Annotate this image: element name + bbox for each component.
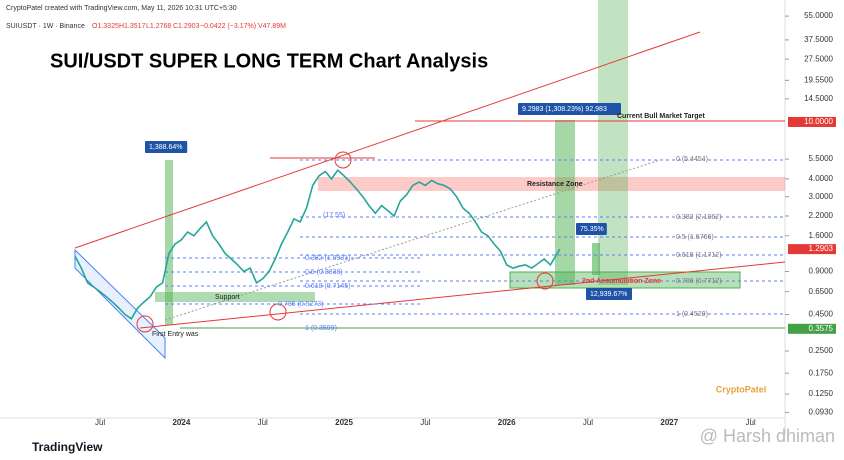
annotation-box (586, 288, 632, 300)
price-tag (788, 116, 836, 127)
price-tag (788, 323, 836, 334)
y-tick-label: 27.5000 (804, 54, 833, 63)
channel-line (139, 261, 786, 329)
y-tick-label: 5.5000 (809, 154, 834, 163)
y-tick-label: 4.0000 (809, 174, 834, 183)
down-channel (74, 248, 166, 360)
x-tick-label: Jul (258, 418, 268, 427)
gain-box (592, 243, 600, 275)
annotation: 0.618 (0.7145) (305, 283, 351, 290)
x-tick-label: Jul (745, 418, 755, 427)
y-tick-label: 0.1250 (809, 389, 834, 398)
annotation: (17.55) (323, 212, 345, 219)
x-tick-label: 2025 (335, 418, 353, 427)
annotation: Current Bull Market Target (617, 113, 705, 120)
annotation: 0.5 (1.5766) (676, 234, 714, 241)
annotation-box (576, 223, 607, 235)
annotation: 12,939.67% (590, 291, 627, 298)
x-tick-label: 2026 (498, 418, 516, 427)
marker (269, 303, 287, 321)
x-tick-label: Jul (95, 418, 105, 427)
x-tick-label: 2024 (172, 418, 190, 427)
ohlc: −0.0422 (−3.17%) (200, 23, 256, 30)
price-tag-label: 1.2903 (809, 244, 834, 253)
footer (0, 435, 844, 460)
annotation: 1 (0.3599) (305, 325, 337, 332)
annotation: 0.382 (2.1062) (676, 214, 722, 221)
y-tick-label: 1.6000 (809, 231, 834, 240)
y-tick-label: 55.0000 (804, 11, 833, 20)
annotation: 1 (0.4529) (676, 311, 708, 318)
y-tick-label: 2.2000 (809, 211, 834, 220)
gain-box (165, 160, 173, 325)
annotation: 0.786 (0.7712) (676, 278, 722, 285)
y-tick-label: 0.9000 (809, 267, 834, 276)
annotation: 0.382 (1.0931) (305, 255, 351, 262)
annotation: 0 (5.4454) (676, 156, 708, 163)
fib-lines (165, 159, 785, 315)
y-tick-label: 14.5000 (804, 94, 833, 103)
x-tick-label: Jul (420, 418, 430, 427)
y-tick-label: 0.2500 (809, 346, 834, 355)
x-tick-label: Jul (583, 418, 593, 427)
annotation: 2nd Accumulation Zone (582, 278, 661, 285)
gain-box (555, 120, 575, 285)
ohlc: H1.3517 (119, 23, 146, 30)
price-tag (788, 244, 836, 255)
price-tag-label: 10.0000 (804, 117, 833, 126)
credit: CryptoPatel created with TradingView.com… (6, 5, 237, 12)
y-tick-label: 37.5000 (804, 35, 833, 44)
x-tick-label: 2027 (660, 418, 678, 427)
price-tag-label: 0.3575 (809, 324, 834, 333)
chart-title: SUI/USDT SUPER LONG TERM Chart Analysis (50, 50, 488, 72)
annotation: 0.786 (0.5273) (278, 301, 324, 308)
y-tick-label: 0.0930 (809, 408, 834, 417)
resistance-zone (318, 177, 785, 191)
marker (136, 315, 154, 333)
y-tick-label: 3.0000 (809, 192, 834, 201)
gain-box (598, 0, 628, 285)
annotation: Support (215, 294, 240, 301)
annotation: 1,388.64% (149, 144, 182, 151)
annotation: 0.618 (1.1712) (676, 252, 722, 259)
annotation: 9.2983 (1,308.23%) 92,983 (522, 106, 607, 113)
annotation: 0.5 (0.8838) (305, 269, 343, 276)
ohlc: V47.89M (258, 23, 286, 30)
ohlc: L1.2768 (146, 23, 171, 30)
trend-line (164, 159, 661, 321)
y-tick-label: 19.5500 (804, 75, 833, 84)
price-line (74, 169, 561, 320)
annotation: First Entry was (152, 331, 199, 338)
annotation: Resistance Zone (527, 181, 583, 188)
ohlc: O1.3325 (92, 23, 119, 30)
annotation-box (518, 103, 621, 115)
symbol: SUIUSDT · 1W · Binance (6, 23, 85, 30)
annotation: 75.35% (580, 226, 604, 233)
logo: CryptoPatel (716, 384, 767, 394)
ohlc: C1.2903 (173, 23, 200, 30)
y-tick-label: 0.6500 (809, 287, 834, 296)
y-tick-label: 0.1750 (809, 368, 834, 377)
channel-line (74, 31, 701, 249)
y-tick-label: 0.4500 (809, 310, 834, 319)
watermark: @ Harsh dhiman (700, 426, 835, 446)
annotation-box (145, 141, 188, 153)
logo: TradingView (32, 440, 103, 454)
